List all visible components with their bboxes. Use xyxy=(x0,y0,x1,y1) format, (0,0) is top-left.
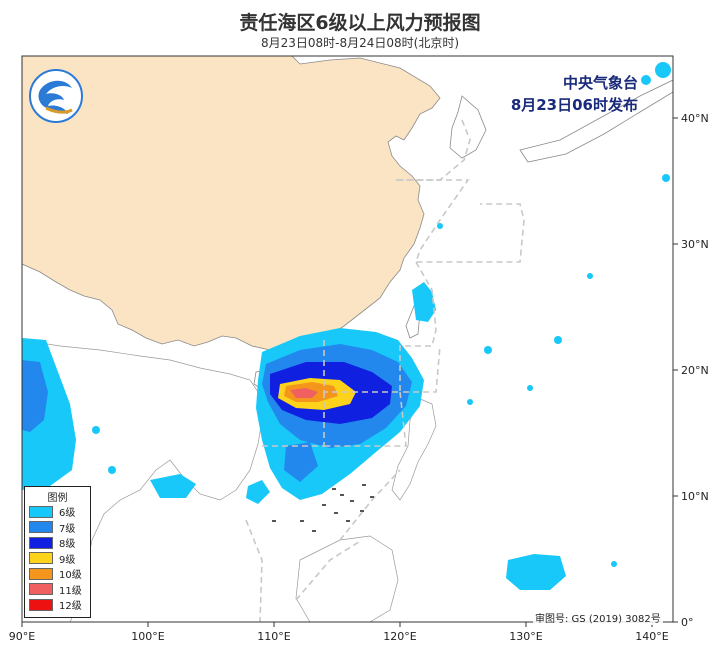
lat-label: 40°N xyxy=(681,112,709,125)
legend-title: 图例 xyxy=(47,493,68,504)
lon-label: 110°E xyxy=(257,630,290,643)
legend: 图例 6级 7级 8级 9级 10级 11级 12级 xyxy=(24,486,91,618)
valid-period: 8月23日08时-8月24日08时(北京时) xyxy=(260,36,460,50)
lon-label: 90°E xyxy=(9,630,35,643)
legend-label: 11级 xyxy=(59,585,82,597)
map-title: 责任海区6级以上风力预报图 xyxy=(239,12,481,34)
lat-ticks xyxy=(673,117,678,623)
legend-swatch xyxy=(29,505,53,518)
china-land xyxy=(22,56,441,353)
legend-item: 7级 xyxy=(25,520,90,536)
legend-swatch xyxy=(29,567,53,580)
agency-name: 中央气象台 xyxy=(562,74,638,92)
legend-label: 7级 xyxy=(59,523,76,535)
legend-swatch xyxy=(29,583,53,596)
legend-swatch xyxy=(29,552,53,565)
legend-item: 10级 xyxy=(25,566,90,582)
legend-label: 6级 xyxy=(59,508,76,520)
legend-label: 12级 xyxy=(59,601,82,613)
lon-label: 130°E xyxy=(509,630,542,643)
legend-item: 8级 xyxy=(25,535,90,551)
reef-marks xyxy=(272,484,374,532)
legend-swatch xyxy=(29,521,53,534)
sea-area-boundaries xyxy=(245,119,525,622)
lat-label: 0° xyxy=(681,616,694,629)
legend-item: 9级 xyxy=(25,551,90,567)
lat-label: 30°N xyxy=(681,238,709,251)
korea-outline xyxy=(449,95,487,159)
lon-label: 140°E xyxy=(635,630,668,643)
wind-level-11-areas xyxy=(290,388,318,398)
approval-number: 审图号: GS (2019) 3082号 xyxy=(533,610,663,625)
lat-label: 20°N xyxy=(681,364,709,377)
issuing-agency: 中央气象台 8月23日06时发布 xyxy=(511,72,638,116)
borneo-outline xyxy=(295,535,399,622)
lat-label: 10°N xyxy=(681,490,709,503)
legend-item: 6级 xyxy=(25,504,90,520)
japan-outline xyxy=(519,79,673,163)
map-frame xyxy=(21,55,674,623)
lon-label: 100°E xyxy=(131,630,164,643)
cma-logo-icon xyxy=(29,69,83,123)
legend-label: 10级 xyxy=(59,570,82,582)
legend-item: 12级 xyxy=(25,597,90,613)
lon-label: 120°E xyxy=(383,630,416,643)
philippines-outline xyxy=(391,397,437,501)
legend-swatch xyxy=(29,598,53,611)
legend-label: 9级 xyxy=(59,554,76,566)
legend-item: 11级 xyxy=(25,582,90,598)
issue-time: 8月23日06时发布 xyxy=(510,96,638,114)
legend-label: 8级 xyxy=(59,539,76,551)
legend-swatch xyxy=(29,536,53,549)
